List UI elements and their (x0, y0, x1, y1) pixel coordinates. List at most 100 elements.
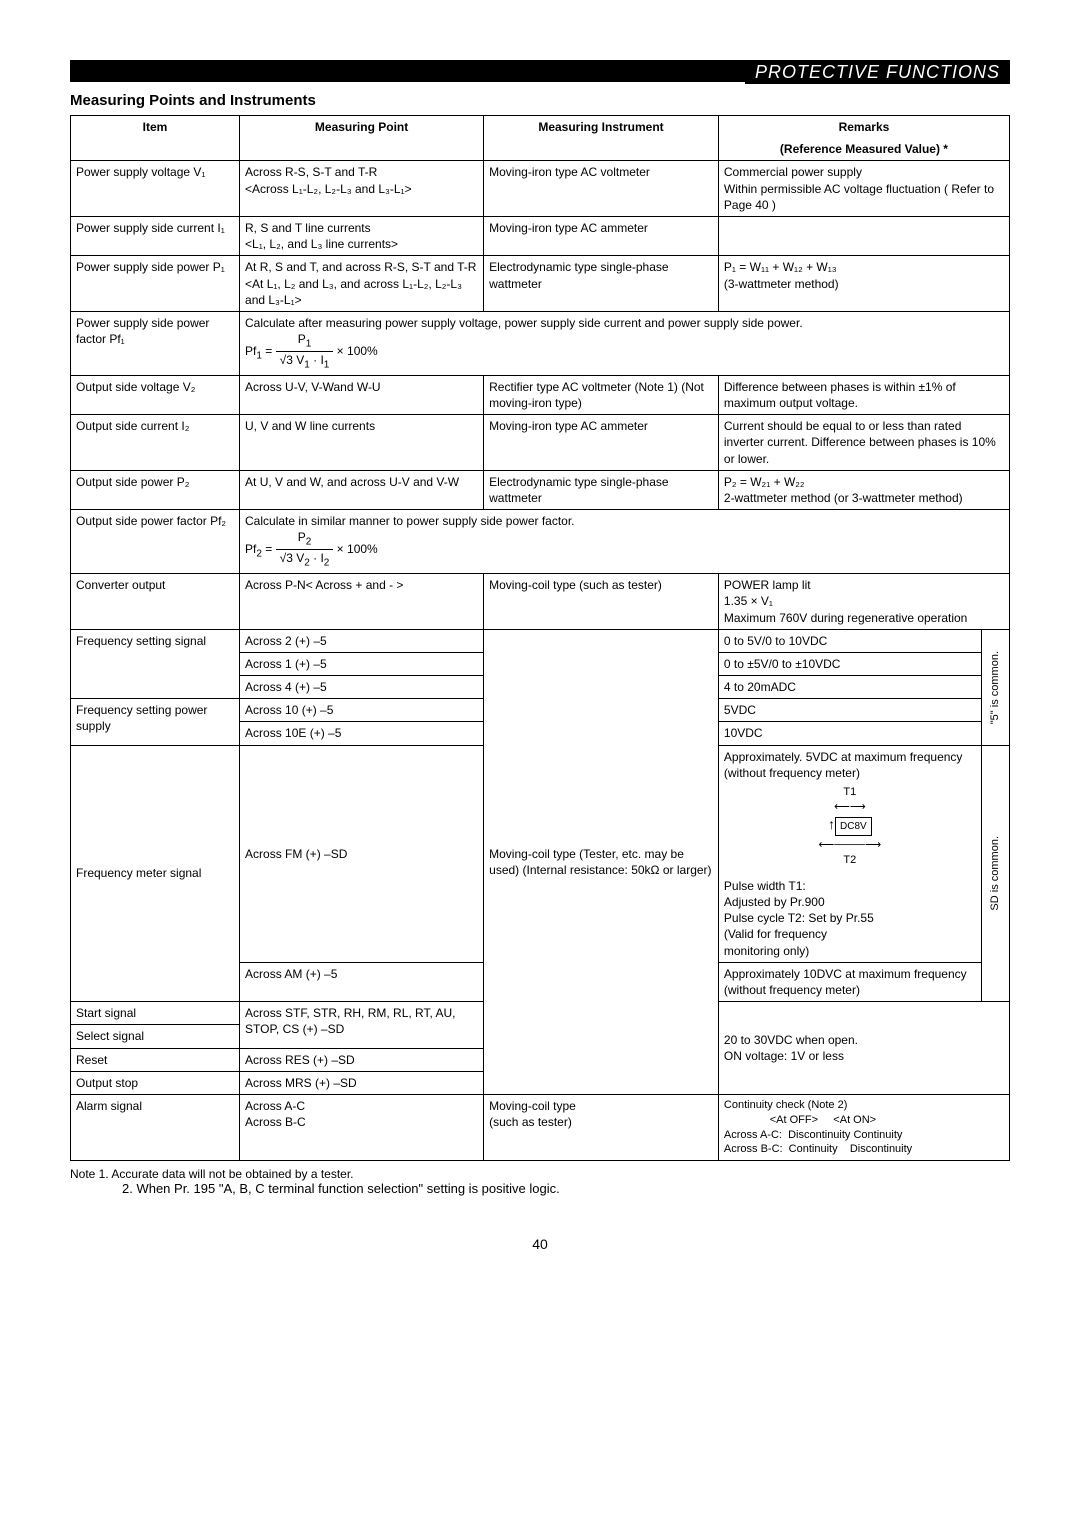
cell-item: Output stop (71, 1071, 240, 1094)
cell-point: Across 2 (+) –5 (240, 629, 484, 652)
cell-rem: Approximately 10DVC at maximum frequency… (718, 962, 981, 1001)
cell-point: Across R-S, S-T and T-R <Across L₁-L₂, L… (240, 161, 484, 217)
cell-rem: POWER lamp lit 1.35 × V₁ Maximum 760V du… (718, 574, 1009, 630)
header-black-bar (70, 60, 745, 82)
cell-rem: 10VDC (718, 722, 981, 745)
cell-point: Across 1 (+) –5 (240, 652, 484, 675)
cell-rem: Approximately. 5VDC at maximum frequency… (718, 745, 981, 875)
cell-inst: Moving-coil type (such as tester) (484, 574, 719, 630)
th-remarks: Remarks (718, 116, 1009, 139)
diag-dc8v: DC8V (835, 817, 872, 837)
cell-point: Across 4 (+) –5 (240, 676, 484, 699)
cell-side: "5" is common. (981, 629, 1009, 745)
cell-point: Across A-C Across B-C (240, 1094, 484, 1160)
cell-item: Power supply voltage V₁ (71, 161, 240, 217)
cell-item: Output side power factor Pf₂ (71, 510, 240, 574)
pf1-text: Calculate after measuring power supply v… (245, 316, 803, 330)
cell-item: Output side power P₂ (71, 470, 240, 509)
table-row: Output side power P₂ At U, V and W, and … (71, 470, 1010, 509)
diag-dc8v-box: ↑DC8V (724, 815, 976, 839)
cell-inst: Electrodynamic type single-phase wattmet… (484, 256, 719, 312)
cell-point: Across 10E (+) –5 (240, 722, 484, 745)
cell-full: Calculate in similar manner to power sup… (240, 510, 1010, 574)
table-row: Power supply side current I₁ R, S and T … (71, 216, 1010, 255)
table-row: Power supply side power P₁ At R, S and T… (71, 256, 1010, 312)
notes: Note 1. Accurate data will not be obtain… (70, 1167, 1010, 1196)
cell-item: Power supply side current I₁ (71, 216, 240, 255)
cell-inst: Moving-coil type (Tester, etc. may be us… (484, 629, 719, 1094)
table-row: Output side current I₂ U, V and W line c… (71, 415, 1010, 471)
pf2-formula: Pf2 = P2 √3 V2 · I2 × 100% (245, 542, 378, 556)
cell-inst: Electrodynamic type single-phase wattmet… (484, 470, 719, 509)
cell-item: Converter output (71, 574, 240, 630)
cell-point: U, V and W line currents (240, 415, 484, 471)
cell-rem: Continuity check (Note 2) <At OFF> <At O… (718, 1094, 1009, 1160)
cell-point: At R, S and T, and across R-S, S-T and T… (240, 256, 484, 312)
header-title: PROTECTIVE FUNCTIONS (745, 60, 1010, 84)
page-number: 40 (70, 1236, 1010, 1252)
cell-rem: Difference between phases is within ±1% … (718, 375, 1009, 414)
diag-t2-arrow: ⟵────⟶ (724, 838, 976, 853)
cell-item: Start signal (71, 1002, 240, 1025)
table-row: Output side power factor Pf₂ Calculate i… (71, 510, 1010, 574)
cell-rem: Current should be equal to or less than … (718, 415, 1009, 471)
table-row: Converter output Across P-N< Across + an… (71, 574, 1010, 630)
cell-rem (718, 216, 1009, 255)
cell-inst: Moving-iron type AC ammeter (484, 216, 719, 255)
th-remarks-sub: (Reference Measured Value) * (718, 138, 1009, 161)
cell-rem: Pulse width T1: Adjusted by Pr.900 Pulse… (718, 875, 981, 962)
cell-inst: Moving-coil type (such as tester) (484, 1094, 719, 1160)
table-row: Alarm signal Across A-C Across B-C Movin… (71, 1094, 1010, 1160)
cell-point: Across STF, STR, RH, RM, RL, RT, AU, STO… (240, 1002, 484, 1048)
cell-point: Across U-V, V-Wand W-U (240, 375, 484, 414)
pf2-text: Calculate in similar manner to power sup… (245, 514, 574, 528)
cell-rem: 0 to ±5V/0 to ±10VDC (718, 652, 981, 675)
cell-point: Across AM (+) –5 (240, 962, 484, 1001)
cell-point: Across P-N< Across + and - > (240, 574, 484, 630)
cell-point: Across 10 (+) –5 (240, 699, 484, 722)
table-row: Power supply side power factor Pf₁ Calcu… (71, 311, 1010, 375)
cell-point: At U, V and W, and across U-V and V-W (240, 470, 484, 509)
fm-rem1: Approximately. 5VDC at maximum frequency… (724, 750, 963, 780)
diag-t1-label: T1 (724, 785, 976, 800)
cell-point: Across RES (+) –SD (240, 1048, 484, 1071)
cell-item: Power supply side power factor Pf₁ (71, 311, 240, 375)
cell-point: Across FM (+) –SD (240, 745, 484, 962)
cell-item: Reset (71, 1048, 240, 1071)
cell-item: Frequency meter signal (71, 745, 240, 1002)
cell-inst: Moving-iron type AC voltmeter (484, 161, 719, 217)
cell-rem: Commercial power supply Within permissib… (718, 161, 1009, 217)
table-row: Frequency setting signal Across 2 (+) –5… (71, 629, 1010, 652)
cell-rem: 0 to 5V/0 to 10VDC (718, 629, 981, 652)
cell-point: Across MRS (+) –SD (240, 1071, 484, 1094)
note-1: Note 1. Accurate data will not be obtain… (70, 1167, 1010, 1181)
th-point: Measuring Point (240, 116, 484, 161)
cell-point: R, S and T line currents <L₁, L₂, and L₃… (240, 216, 484, 255)
cell-side: SD is common. (981, 745, 1009, 1002)
section-title: Measuring Points and Instruments (70, 92, 1010, 109)
th-item: Item (71, 116, 240, 161)
table-row: Power supply voltage V₁ Across R-S, S-T … (71, 161, 1010, 217)
pf1-formula: Pf1 = P1 √3 V1 · I1 × 100% (245, 344, 378, 358)
cell-item: Output side voltage V₂ (71, 375, 240, 414)
th-instrument: Measuring Instrument (484, 116, 719, 161)
pulse-diagram: T1 ⟵⟶ ↑DC8V ⟵────⟶ T2 (724, 785, 976, 868)
cell-inst: Moving-iron type AC ammeter (484, 415, 719, 471)
cell-full: Calculate after measuring power supply v… (240, 311, 1010, 375)
diag-t2-label: T2 (724, 853, 976, 868)
cell-rem: 5VDC (718, 699, 981, 722)
side-text-5-common: "5" is common. (988, 651, 1003, 724)
cell-item: Power supply side power P₁ (71, 256, 240, 312)
note-2: 2. When Pr. 195 "A, B, C terminal functi… (70, 1181, 1010, 1196)
cell-rem: 4 to 20mADC (718, 676, 981, 699)
cell-inst: Rectifier type AC voltmeter (Note 1) (No… (484, 375, 719, 414)
cell-item: Frequency setting power supply (71, 699, 240, 745)
cell-rem: P₁ = W₁₁ + W₁₂ + W₁₃ (3-wattmeter method… (718, 256, 1009, 312)
measuring-table: Item Measuring Point Measuring Instrumen… (70, 115, 1010, 1161)
table-row: Output side voltage V₂ Across U-V, V-Wan… (71, 375, 1010, 414)
cell-item: Frequency setting signal (71, 629, 240, 699)
cell-item: Select signal (71, 1025, 240, 1048)
cell-item: Alarm signal (71, 1094, 240, 1160)
diag-t1-arrow: ⟵⟶ (724, 800, 976, 815)
cell-rem: 20 to 30VDC when open. ON voltage: 1V or… (718, 1002, 1009, 1095)
